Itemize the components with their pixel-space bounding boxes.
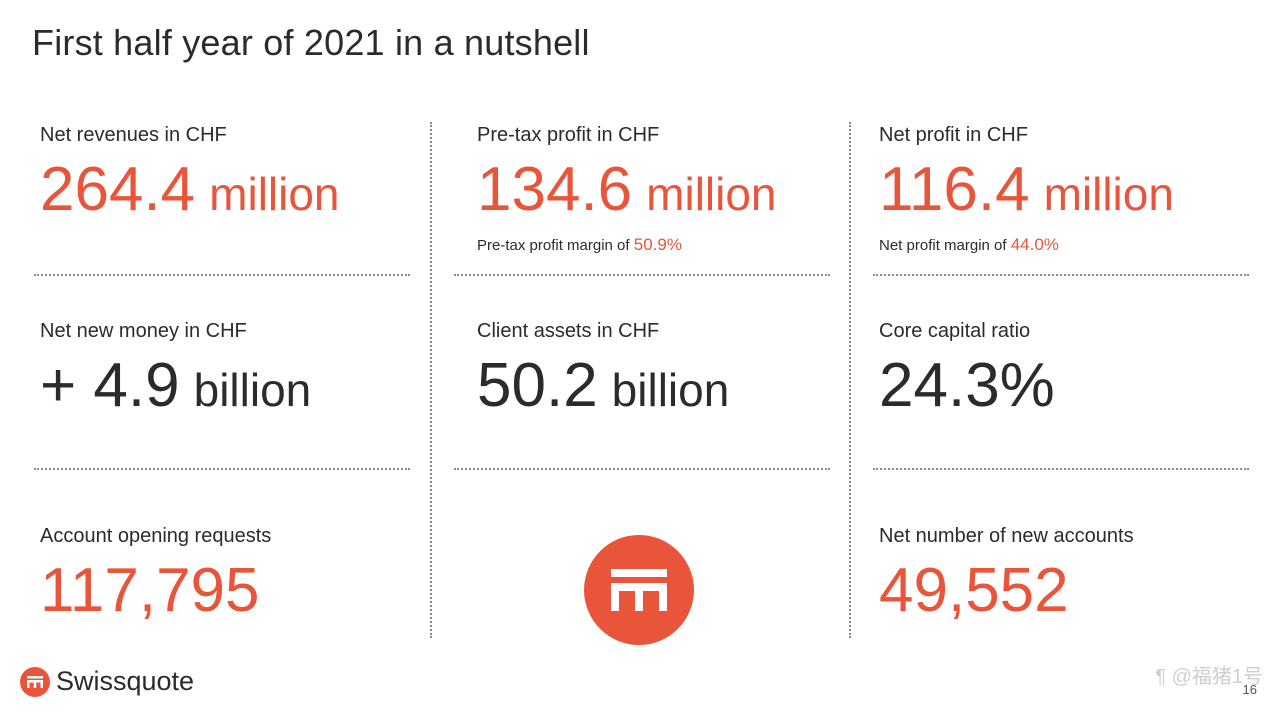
metric-new-accounts: Net number of new accounts 49,552 <box>879 525 1134 622</box>
row-divider <box>873 468 1249 470</box>
metric-sub-value: 44.0% <box>1010 235 1059 254</box>
metric-value: 24.3% <box>879 351 1055 420</box>
metric-label: Net profit in CHF <box>879 124 1028 146</box>
metric-label: Net new money in CHF <box>40 320 247 342</box>
metric-sub-value: 50.9% <box>633 235 682 254</box>
column-divider <box>849 122 851 638</box>
metric-label: Net number of new accounts <box>879 525 1134 547</box>
row-divider <box>454 468 830 470</box>
metric-label: Pre-tax profit in CHF <box>477 124 660 146</box>
row-divider <box>34 468 410 470</box>
row-divider <box>873 274 1249 276</box>
metric-sub-label: Pre-tax profit margin of <box>477 237 634 254</box>
row-divider <box>454 274 830 276</box>
page-number: 16 <box>1242 682 1257 697</box>
metric-core-capital: Core capital ratio 24.3% <box>879 320 1055 417</box>
footer-brand: Swissquote <box>20 666 194 697</box>
metric-sub-label: Net profit margin of <box>879 237 1011 254</box>
slide-title: First half year of 2021 in a nutshell <box>32 22 590 63</box>
metric-value: 117,795 <box>40 556 260 625</box>
metric-value: 116.4 <box>879 155 1030 224</box>
metric-value: + 4.9 <box>40 351 180 420</box>
metric-value: 50.2 <box>477 351 598 420</box>
metric-net-profit: Net profit in CHF 116.4 million Net profi… <box>879 124 1174 255</box>
metric-label: Net revenues in CHF <box>40 124 227 146</box>
metric-subtext: Pre-tax profit margin of 50.9% <box>477 235 777 255</box>
brand-name: Swissquote <box>56 666 195 696</box>
metric-label: Client assets in CHF <box>477 320 660 342</box>
metric-label: Core capital ratio <box>879 320 1031 342</box>
metric-unit: million <box>646 168 777 220</box>
metric-client-assets: Client assets in CHF 50.2 billion <box>477 320 729 417</box>
metric-unit: billion <box>193 364 312 416</box>
metric-unit: million <box>1043 168 1174 220</box>
metric-account-requests: Account opening requests 117,795 <box>40 525 271 622</box>
metric-net-revenues: Net revenues in CHF 264.4 million <box>40 124 340 221</box>
row-divider <box>34 274 410 276</box>
swissquote-mini-logo-icon <box>20 666 50 697</box>
metric-value: 49,552 <box>879 556 1069 625</box>
watermark: ¶ @福猪1号 <box>1155 666 1263 688</box>
metric-unit: million <box>209 168 340 220</box>
metric-value: 264.4 <box>40 155 196 224</box>
metric-subtext: Net profit margin of 44.0% <box>879 235 1174 255</box>
metric-pretax-profit: Pre-tax profit in CHF 134.6 million Pre-t… <box>477 124 777 255</box>
swissquote-logo-icon <box>584 535 694 645</box>
column-divider <box>430 122 432 638</box>
metric-value: 134.6 <box>477 155 633 224</box>
metric-unit: billion <box>611 364 730 416</box>
metric-label: Account opening requests <box>40 525 272 547</box>
metric-net-new-money: Net new money in CHF + 4.9 billion <box>40 320 311 417</box>
